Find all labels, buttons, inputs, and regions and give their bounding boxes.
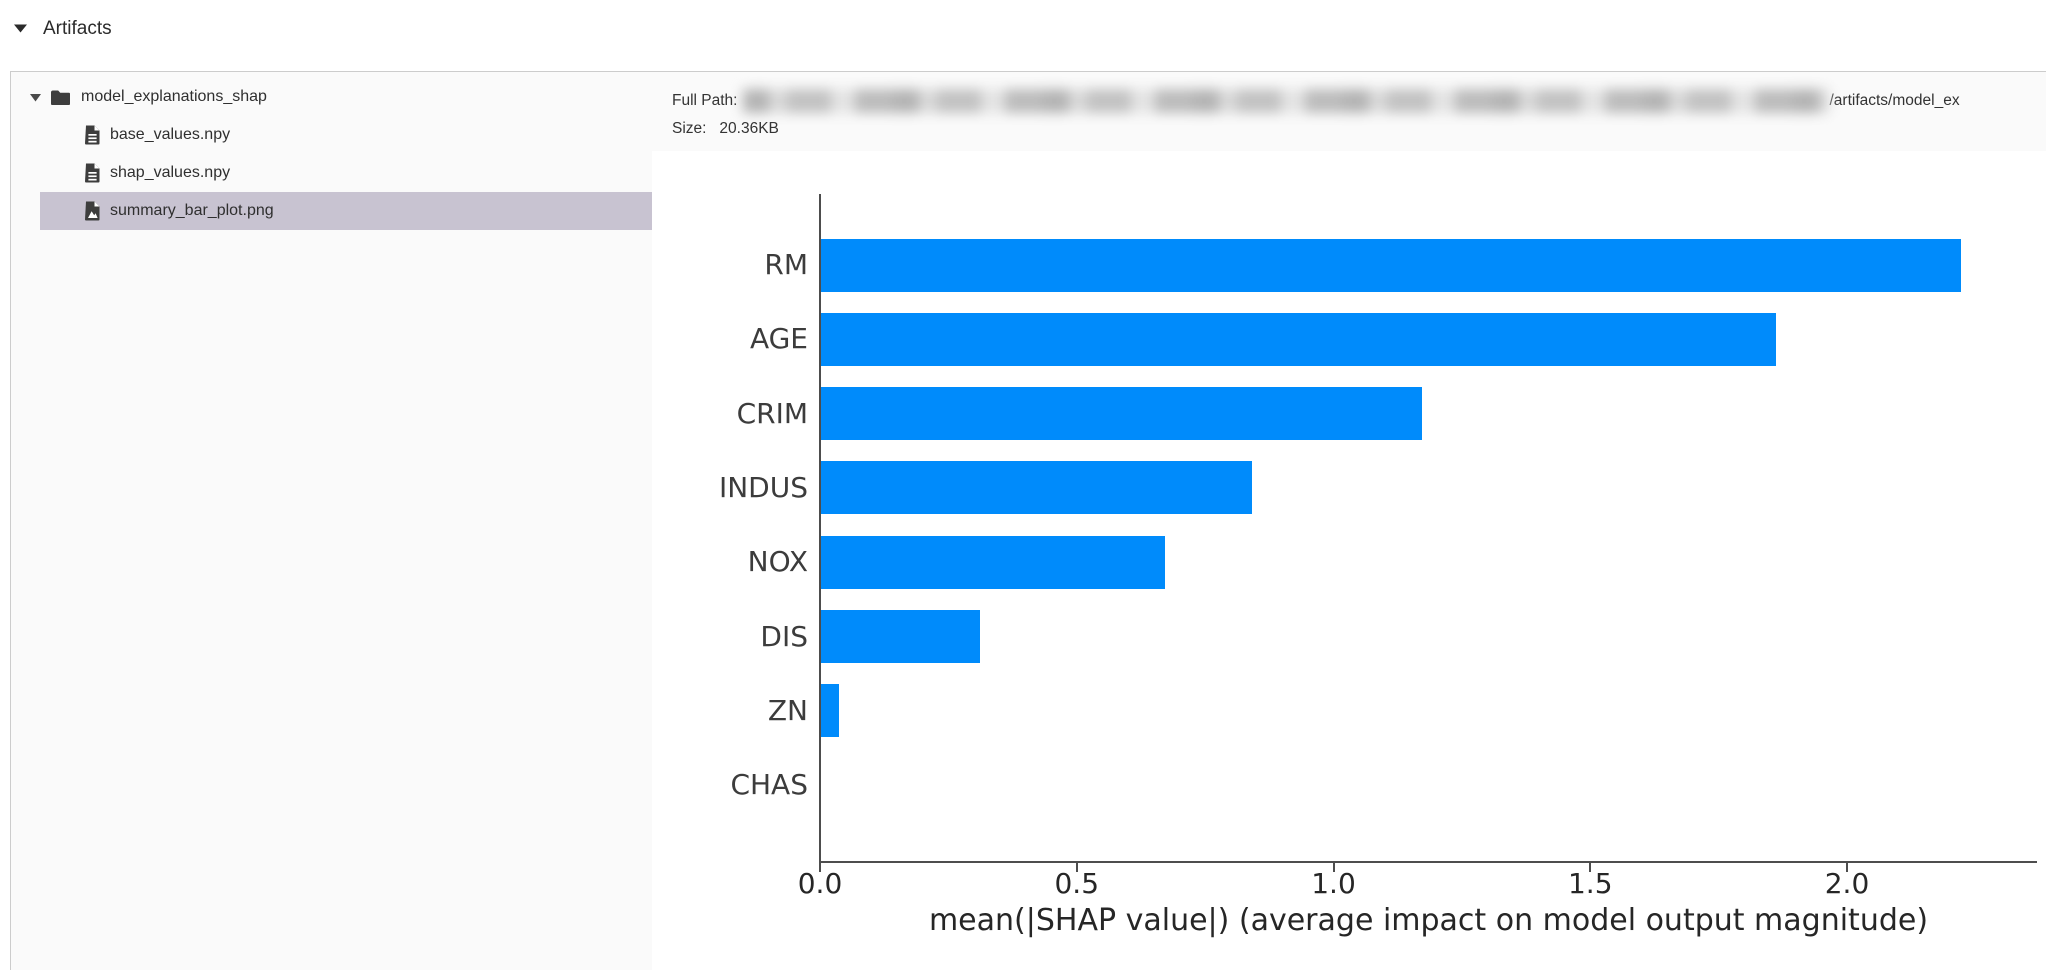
chart-x-axis-title: mean(|SHAP value|) (average impact on mo…: [928, 903, 1929, 938]
x-axis-tick-label: 0.0: [797, 867, 843, 900]
category-label: DIS: [760, 619, 808, 653]
shap-bar: [821, 461, 1252, 515]
tree-node-folder[interactable]: model_explanations_shap: [11, 78, 652, 116]
category-label: NOX: [747, 545, 808, 579]
size-label: Size:: [672, 120, 707, 137]
tree-node-label: base_values.npy: [110, 126, 231, 143]
image-file-icon: [84, 201, 101, 221]
x-axis-tick: [1075, 863, 1078, 872]
artifacts-panel: model_explanations_shap base_values.npy: [10, 71, 2046, 970]
document-file-icon: [84, 125, 101, 145]
category-label: CRIM: [736, 396, 808, 430]
redacted-path-blur: [743, 89, 1830, 113]
tree-node-label: model_explanations_shap: [81, 88, 267, 105]
shap-bar: [821, 684, 839, 738]
artifact-meta: Full Path: /artifacts/model_ex Size: 20.…: [652, 72, 2046, 151]
category-label: AGE: [749, 322, 808, 356]
tree-node-label: shap_values.npy: [110, 164, 231, 181]
x-axis-tick-label: 1.0: [1311, 867, 1356, 900]
tree-node-file[interactable]: shap_values.npy: [40, 154, 652, 192]
size-value: 20.36KB: [719, 120, 779, 137]
chart-x-axis-line: [819, 861, 2037, 863]
x-axis-tick: [819, 863, 821, 872]
full-path-label: Full Path:: [672, 92, 738, 109]
document-file-icon: [84, 163, 101, 183]
shap-bar: [821, 312, 1776, 366]
tree-node-label: summary_bar_plot.png: [110, 202, 274, 219]
category-label: RM: [764, 248, 808, 281]
chart-y-axis-line: [819, 194, 821, 863]
artifact-file-tree: model_explanations_shap base_values.npy: [11, 72, 652, 970]
artifacts-section-header: Artifacts: [14, 18, 112, 40]
x-axis-tick-label: 1.5: [1567, 867, 1613, 900]
caret-down-icon[interactable]: [14, 20, 27, 38]
x-axis-tick: [1589, 863, 1592, 872]
x-axis-tick-label: 0.5: [1054, 867, 1100, 900]
x-axis-tick: [1846, 863, 1848, 872]
shap-bar: [821, 535, 1165, 589]
folder-icon: [50, 89, 71, 106]
caret-down-icon[interactable]: [30, 93, 41, 102]
shap-bar: [821, 387, 1422, 441]
page-title: Artifacts: [43, 18, 112, 39]
shap-bar: [821, 238, 1961, 292]
category-label: CHAS: [730, 768, 808, 802]
category-label: ZN: [767, 693, 808, 727]
artifact-image-preview: mean(|SHAP value|) (average impact on mo…: [652, 151, 2046, 970]
shap-bar: [821, 610, 980, 663]
artifact-preview-pane: Full Path: /artifacts/model_ex Size: 20.…: [652, 72, 2046, 970]
category-label: INDUS: [718, 470, 808, 504]
full-path-visible-tail: /artifacts/model_ex: [1829, 92, 1960, 109]
tree-node-image-selected[interactable]: summary_bar_plot.png: [40, 192, 652, 230]
shap-bar-chart: mean(|SHAP value|) (average impact on mo…: [652, 151, 2046, 961]
x-axis-tick-label: 2.0: [1824, 867, 1870, 900]
full-path-line: Full Path: /artifacts/model_ex: [672, 87, 2046, 115]
x-axis-tick: [1332, 863, 1335, 872]
tree-node-file[interactable]: base_values.npy: [40, 116, 652, 154]
size-line: Size: 20.36KB: [672, 115, 2046, 143]
